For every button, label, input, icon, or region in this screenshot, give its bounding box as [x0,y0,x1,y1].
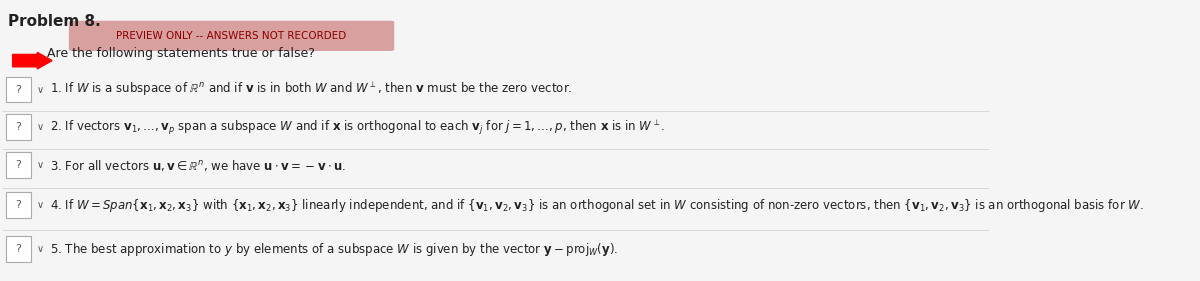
FancyBboxPatch shape [6,192,31,218]
FancyArrow shape [13,52,52,69]
Text: ∨: ∨ [36,85,43,94]
Text: ∨: ∨ [36,200,43,210]
Text: ?: ? [16,200,22,210]
Text: PREVIEW ONLY -- ANSWERS NOT RECORDED: PREVIEW ONLY -- ANSWERS NOT RECORDED [116,31,347,41]
Text: ∨: ∨ [36,160,43,170]
Text: 2. If vectors $\mathbf{v}_1, \ldots, \mathbf{v}_p$ span a subspace $W$ and if $\: 2. If vectors $\mathbf{v}_1, \ldots, \ma… [50,118,665,137]
Text: ?: ? [16,85,22,94]
Text: 1. If $W$ is a subspace of $\mathbb{R}^n$ and if $\mathbf{v}$ is in both $W$ and: 1. If $W$ is a subspace of $\mathbb{R}^n… [50,81,572,98]
FancyBboxPatch shape [6,77,31,103]
Text: ?: ? [16,244,22,254]
Text: ?: ? [16,122,22,132]
FancyBboxPatch shape [68,21,395,51]
Text: 5. The best approximation to $y$ by elements of a subspace $W$ is given by the v: 5. The best approximation to $y$ by elem… [50,241,618,258]
Text: 3. For all vectors $\mathbf{u}, \mathbf{v} \in \mathbb{R}^n$, we have $\mathbf{u: 3. For all vectors $\mathbf{u}, \mathbf{… [50,158,346,173]
Text: ∨: ∨ [36,122,43,132]
Text: 4. If $W = Span\{\mathbf{x}_1, \mathbf{x}_2, \mathbf{x}_3\}$ with $\{\mathbf{x}_: 4. If $W = Span\{\mathbf{x}_1, \mathbf{x… [50,197,1144,214]
Text: ?: ? [16,160,22,170]
FancyBboxPatch shape [6,236,31,262]
FancyBboxPatch shape [6,114,31,140]
Text: ∨: ∨ [36,244,43,254]
Text: Problem 8.: Problem 8. [7,14,101,29]
FancyBboxPatch shape [6,152,31,178]
Text: Are the following statements true or false?: Are the following statements true or fal… [47,47,316,60]
